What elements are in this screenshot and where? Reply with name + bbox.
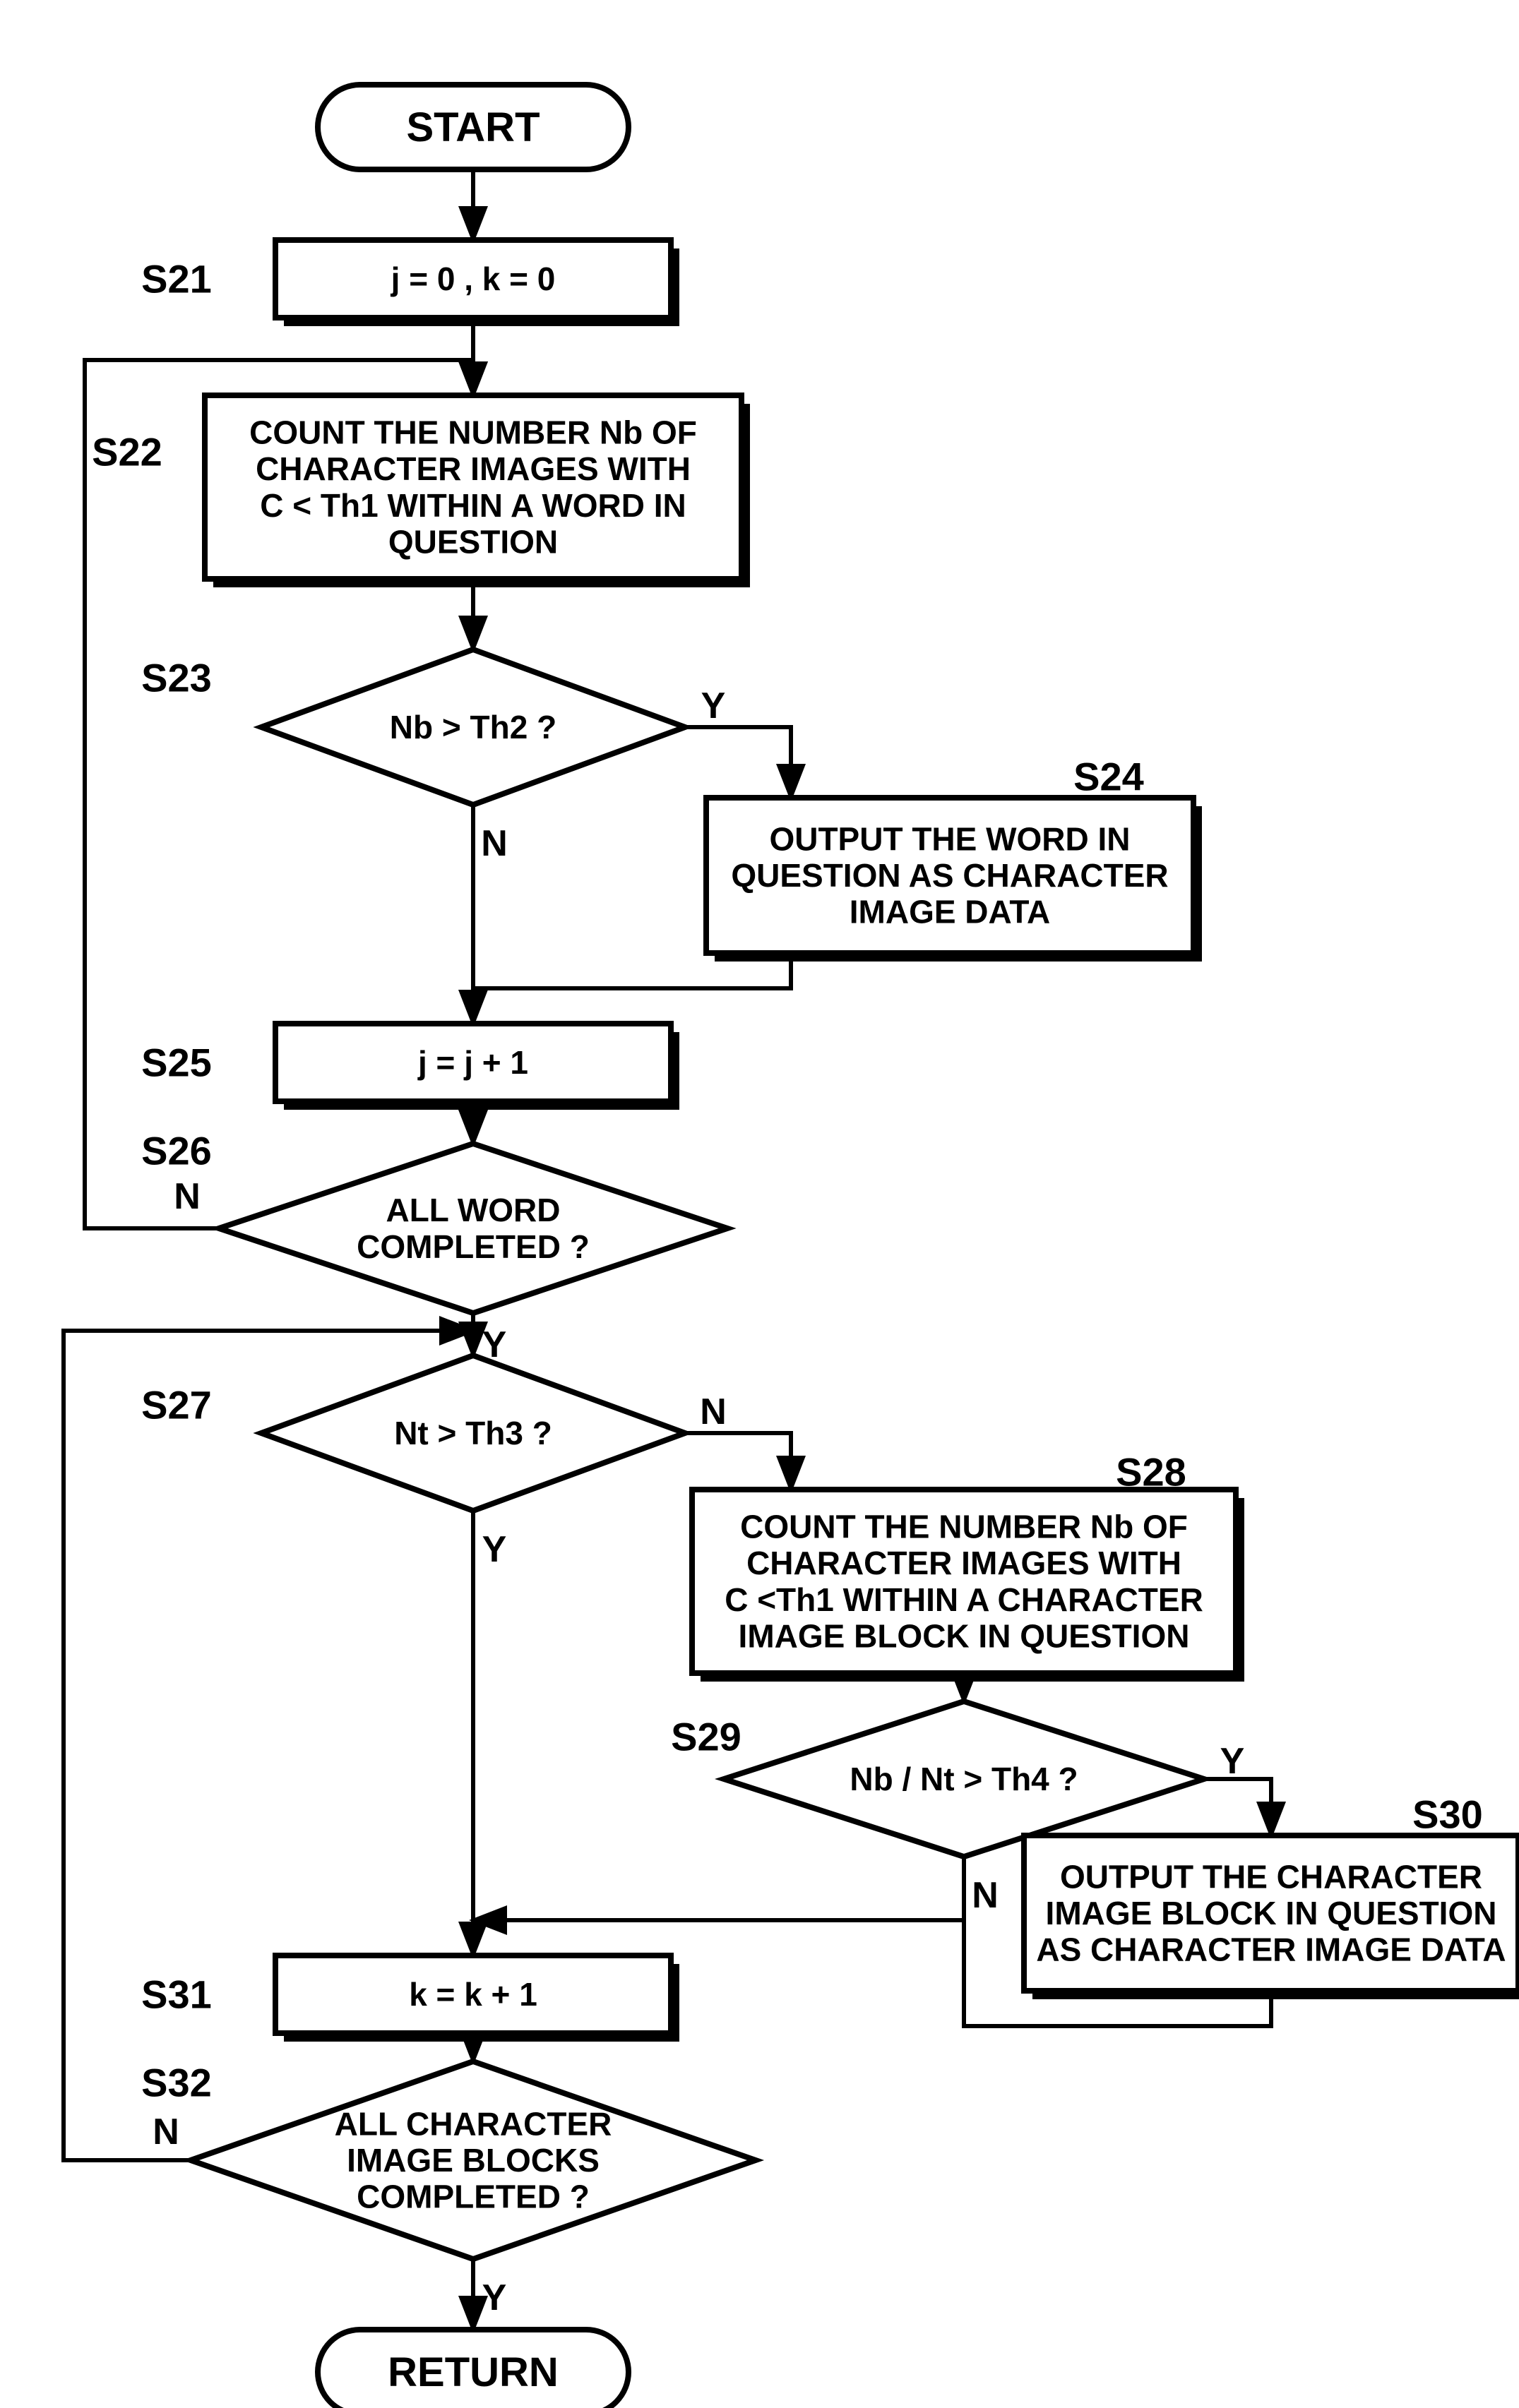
process-s30: OUTPUT THE CHARACTERIMAGE BLOCK IN QUEST… [1024,1835,1519,1999]
svg-text:START: START [406,104,540,150]
svg-text:j = 0 , k = 0: j = 0 , k = 0 [391,260,556,297]
svg-text:j = j + 1: j = j + 1 [417,1044,528,1081]
process-s22: COUNT THE NUMBER Nb OFCHARACTER IMAGES W… [205,395,750,587]
label: N [972,1875,999,1916]
label: S22 [92,430,162,474]
label: Y [482,1324,507,1365]
label: N [174,1176,201,1217]
label: S24 [1073,755,1144,799]
label: Y [482,1529,507,1570]
process-s31: k = k + 1 [275,1955,679,2042]
label: S26 [141,1129,212,1173]
start-terminator: START [318,85,629,169]
label: N [153,2112,179,2152]
label: Y [482,2277,507,2318]
label: S23 [141,656,212,700]
decision-s27: Nt > Th3 ? [261,1355,685,1511]
label: Y [1220,1741,1245,1782]
svg-text:RETURN: RETURN [388,2349,559,2395]
return-terminator: RETURN [318,2330,629,2408]
svg-text:ALL WORDCOMPLETED ?: ALL WORDCOMPLETED ? [357,1192,590,1265]
label: S29 [671,1715,741,1759]
label: S27 [141,1383,212,1427]
process-s28: COUNT THE NUMBER Nb OFCHARACTER IMAGES W… [692,1490,1244,1682]
process-s24: OUTPUT THE WORD INQUESTION AS CHARACTERI… [706,798,1202,962]
label: S25 [141,1041,212,1085]
process-s25: j = j + 1 [275,1024,679,1110]
label: S28 [1116,1450,1186,1494]
svg-text:ALL CHARACTERIMAGE BLOCKSCOMPL: ALL CHARACTERIMAGE BLOCKSCOMPLETED ? [335,2105,612,2215]
label: Y [701,685,726,726]
process-s21: j = 0 , k = 0 [275,240,679,326]
decision-s23: Nb > Th2 ? [261,649,685,805]
svg-text:OUTPUT THE CHARACTERIMAGE BLOC: OUTPUT THE CHARACTERIMAGE BLOCK IN QUEST… [1036,1858,1506,1967]
svg-text:Nb / Nt > Th4 ?: Nb / Nt > Th4 ? [850,1761,1078,1797]
svg-text:k = k + 1: k = k + 1 [409,1976,537,2013]
label: N [481,823,508,864]
label: N [700,1391,727,1432]
label: S21 [141,257,212,301]
decision-s32: ALL CHARACTERIMAGE BLOCKSCOMPLETED ? [191,2061,756,2259]
svg-text:COUNT THE NUMBER Nb OFCHARACTE: COUNT THE NUMBER Nb OFCHARACTER IMAGES W… [725,1509,1203,1655]
label: S30 [1412,1792,1483,1837]
flowchart: START j = 0 , k = 0 COUNT THE NUMBER Nb OF… [0,0,1519,2408]
svg-text:Nt > Th3 ?: Nt > Th3 ? [394,1415,552,1451]
decision-s26: ALL WORDCOMPLETED ? [219,1144,727,1313]
svg-text:Nb > Th2 ?: Nb > Th2 ? [390,709,556,745]
label: S31 [141,1972,212,2017]
label: S32 [141,2061,212,2105]
